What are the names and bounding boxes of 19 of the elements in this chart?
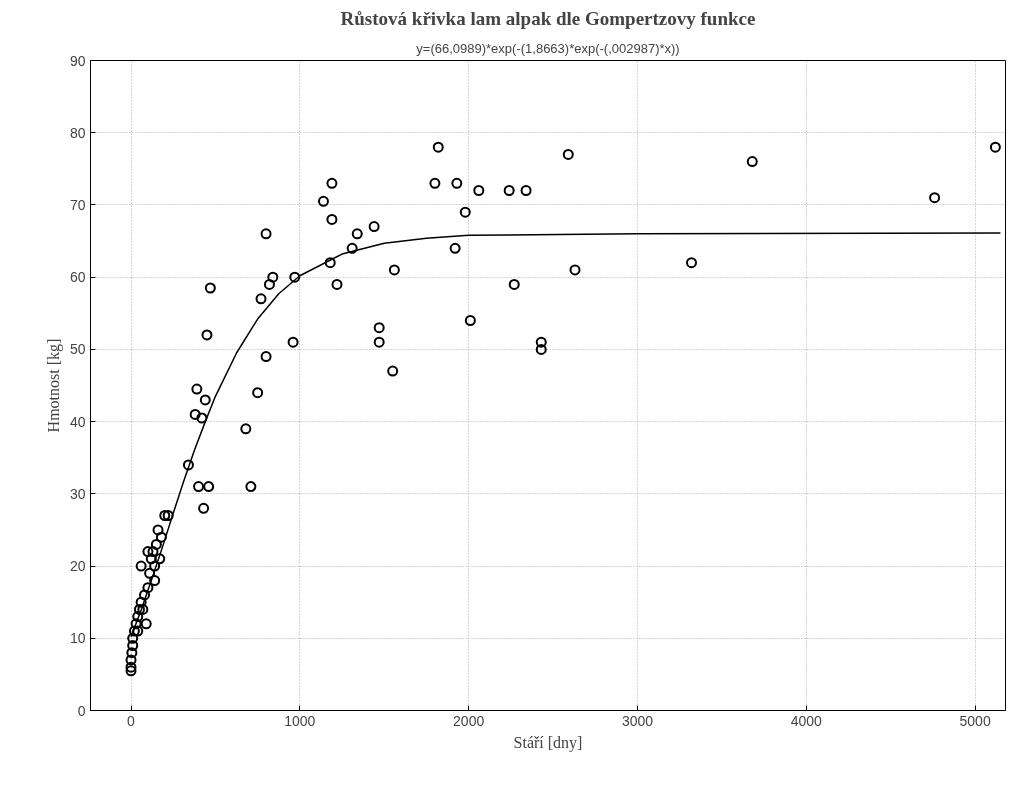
x-tick-label: 4000 bbox=[790, 712, 823, 729]
y-tick-label: 20 bbox=[69, 558, 86, 575]
y-tick-label: 40 bbox=[69, 413, 86, 430]
x-axis-title: Stáří [dny] bbox=[513, 733, 583, 752]
y-tick-label: 50 bbox=[69, 341, 86, 358]
x-tick-label: 1000 bbox=[284, 712, 316, 729]
y-tick-label: 80 bbox=[69, 124, 86, 141]
y-tick-label: 10 bbox=[69, 630, 86, 647]
y-tick-label: 90 bbox=[69, 52, 86, 69]
y-axis-title: Hmotnost [kg] bbox=[44, 338, 63, 433]
x-tick-label: 5000 bbox=[959, 712, 991, 729]
x-tick-label: 3000 bbox=[621, 712, 654, 729]
y-tick-label: 60 bbox=[69, 269, 86, 286]
chart-subtitle: y=(66,0989)*exp(-(1,8663)*exp(-(,002987)*x)) bbox=[416, 40, 680, 56]
y-tick-label: 70 bbox=[69, 196, 86, 213]
x-tick-label: 2000 bbox=[453, 712, 485, 729]
chart-title: Růstová křivka lam alpak dle Gompertzovy funkce bbox=[340, 7, 756, 29]
y-tick-label: 30 bbox=[69, 485, 86, 502]
x-tick-label: 0 bbox=[127, 712, 136, 729]
